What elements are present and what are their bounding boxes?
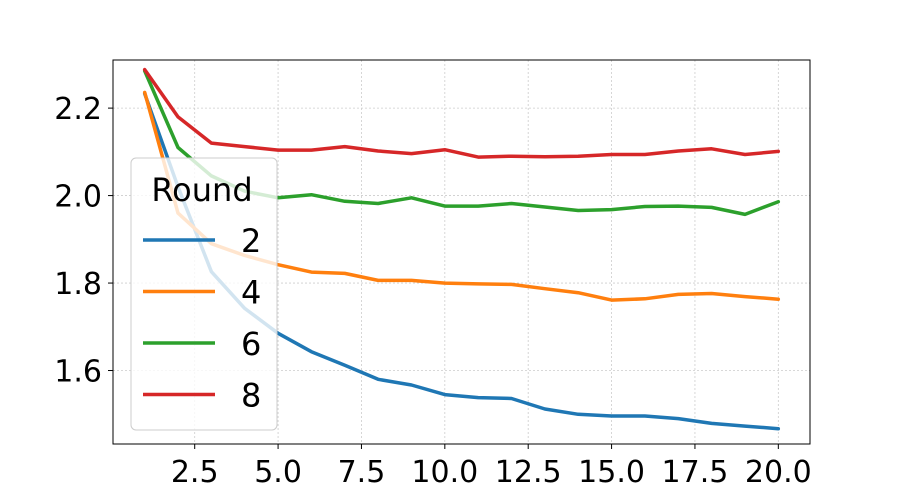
y-tick-label: 2.2 <box>54 92 102 127</box>
x-tick-label: 5.0 <box>254 455 302 490</box>
legend-items: 2 4 6 8 <box>143 222 261 415</box>
legend-label-8: 8 <box>241 377 261 415</box>
legend-box <box>130 157 278 431</box>
x-tick-label: 17.5 <box>662 455 729 490</box>
series-line-8 <box>142 67 781 159</box>
legend-label-4: 4 <box>241 274 261 312</box>
x-tick-label: 12.5 <box>495 455 562 490</box>
x-axis: 2.5 5.0 7.5 10.0 12.5 15.0 17.5 20.0 <box>171 444 812 490</box>
x-tick-label: 15.0 <box>578 455 645 490</box>
x-tick-label: 10.0 <box>411 455 478 490</box>
y-tick-label: 1.8 <box>54 267 102 302</box>
y-axis: 1.6 1.8 2.0 2.2 <box>54 92 113 390</box>
legend-label-2: 2 <box>241 222 261 260</box>
x-tick-label: 2.5 <box>171 455 219 490</box>
y-tick-label: 2.0 <box>54 180 102 215</box>
legend-title: Round <box>151 171 252 209</box>
legend-label-6: 6 <box>241 325 261 363</box>
x-tick-label: 20.0 <box>745 455 812 490</box>
legend: Round 2 4 6 8 <box>130 157 278 431</box>
y-tick-label: 1.6 <box>54 355 102 390</box>
plot-frame <box>112 59 811 445</box>
x-tick-label: 7.5 <box>338 455 386 490</box>
